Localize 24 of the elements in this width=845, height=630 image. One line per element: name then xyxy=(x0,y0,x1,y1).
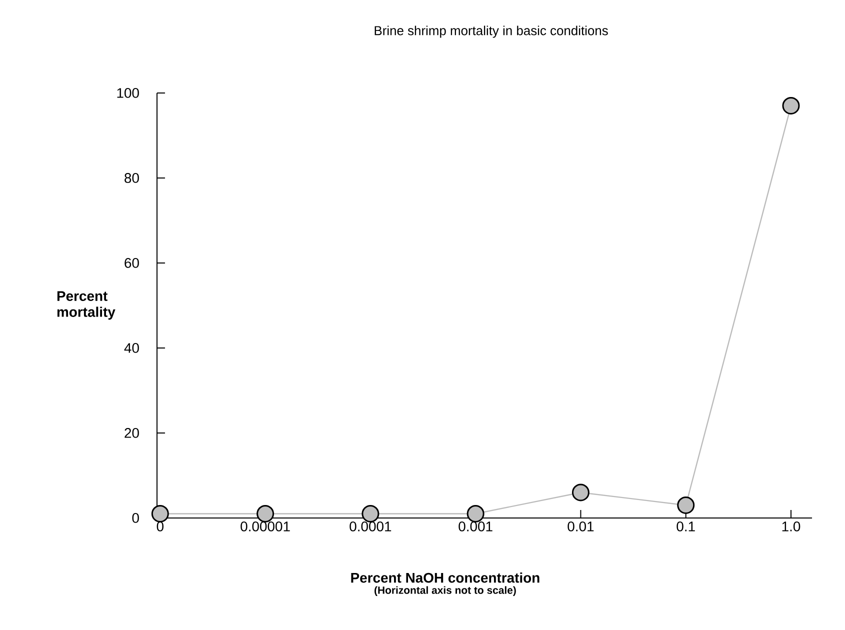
x-tick-label: 0.001 xyxy=(458,521,492,532)
y-tick-label: 100 xyxy=(117,88,139,98)
point xyxy=(677,496,695,514)
point xyxy=(572,484,590,502)
point xyxy=(362,504,380,522)
x-tick-label: 0 xyxy=(156,521,164,532)
y-tick-label: 40 xyxy=(124,343,139,353)
y-axis-title: Percent mortality xyxy=(57,291,116,320)
x-tick-label: 1.0 xyxy=(782,521,800,532)
point xyxy=(256,504,274,522)
x-axis-title: Percent NaOH concentration xyxy=(351,572,540,583)
y-tick-label: 60 xyxy=(124,258,139,268)
point xyxy=(782,96,800,114)
y-tick-label: 80 xyxy=(124,173,139,183)
chart-title: Brine shrimp mortality in basic conditions xyxy=(374,26,608,38)
x-tick-label: 0.00001 xyxy=(240,521,290,532)
x-tick-label: 0.01 xyxy=(568,521,594,532)
x-tick-label: 0.0001 xyxy=(350,521,392,532)
y-tick-label: 20 xyxy=(124,428,139,438)
point xyxy=(466,504,484,522)
text: (Horizontal axis not to scale) xyxy=(374,586,516,596)
point xyxy=(151,504,169,522)
x-tick-label: 0.1 xyxy=(676,521,695,532)
y-tick-label: 0 xyxy=(132,513,139,523)
